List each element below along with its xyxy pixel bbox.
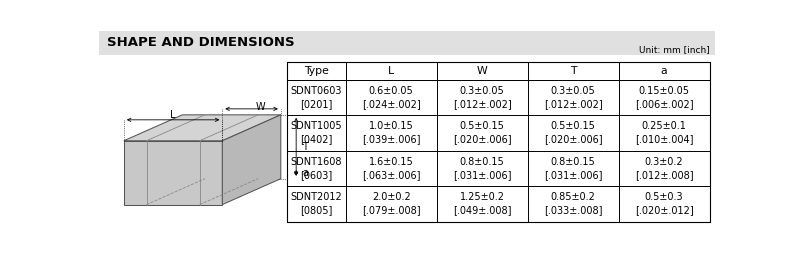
Text: SDNT1608: SDNT1608 <box>291 157 342 167</box>
Text: Type: Type <box>304 66 329 76</box>
Text: T: T <box>303 142 308 152</box>
Text: Unit: mm [inch]: Unit: mm [inch] <box>639 45 710 54</box>
Text: 1.0±0.15: 1.0±0.15 <box>368 121 414 131</box>
Text: [0201]: [0201] <box>300 99 333 109</box>
Text: 0.6±0.05: 0.6±0.05 <box>368 86 414 96</box>
Text: [0805]: [0805] <box>300 205 333 215</box>
Polygon shape <box>222 115 281 205</box>
Text: [.020±.006]: [.020±.006] <box>453 134 511 145</box>
Text: [.049±.008]: [.049±.008] <box>453 205 511 215</box>
Text: [0402]: [0402] <box>300 134 333 145</box>
Text: [.020±.006]: [.020±.006] <box>544 134 603 145</box>
Text: a: a <box>661 66 668 76</box>
Text: W: W <box>476 66 488 76</box>
Polygon shape <box>124 141 222 205</box>
Text: 2.0±0.2: 2.0±0.2 <box>372 192 410 202</box>
Text: [.031±.006]: [.031±.006] <box>544 170 603 180</box>
Text: [.006±.002]: [.006±.002] <box>635 99 693 109</box>
Text: 0.25±0.1: 0.25±0.1 <box>642 121 687 131</box>
Text: [.010±.004]: [.010±.004] <box>635 134 693 145</box>
Text: 0.85±0.2: 0.85±0.2 <box>551 192 596 202</box>
Text: [.020±.012]: [.020±.012] <box>634 205 693 215</box>
Text: 0.8±0.15: 0.8±0.15 <box>460 157 504 167</box>
Text: SDNT2012: SDNT2012 <box>291 192 342 202</box>
Text: 0.3±0.05: 0.3±0.05 <box>551 86 596 96</box>
Text: [.033±.008]: [.033±.008] <box>544 205 603 215</box>
Text: 0.15±0.05: 0.15±0.05 <box>638 86 690 96</box>
Text: 0.5±0.3: 0.5±0.3 <box>645 192 684 202</box>
Text: SHAPE AND DIMENSIONS: SHAPE AND DIMENSIONS <box>106 36 295 49</box>
Text: 0.3±0.2: 0.3±0.2 <box>645 157 684 167</box>
Text: [.063±.006]: [.063±.006] <box>362 170 420 180</box>
Text: W: W <box>256 102 265 112</box>
Text: 1.25±0.2: 1.25±0.2 <box>460 192 505 202</box>
Text: [.039±.006]: [.039±.006] <box>362 134 420 145</box>
Text: [.012±.002]: [.012±.002] <box>453 99 511 109</box>
Text: 1.6±0.15: 1.6±0.15 <box>368 157 414 167</box>
Text: T: T <box>570 66 576 76</box>
Bar <box>287 62 710 221</box>
Text: SDNT1005: SDNT1005 <box>291 121 342 131</box>
Text: 0.8±0.15: 0.8±0.15 <box>551 157 596 167</box>
Text: [.079±.008]: [.079±.008] <box>362 205 421 215</box>
Text: [0603]: [0603] <box>300 170 333 180</box>
Text: 0.5±0.15: 0.5±0.15 <box>551 121 596 131</box>
Text: L: L <box>171 110 175 120</box>
Text: a: a <box>303 168 308 178</box>
Text: L: L <box>388 66 394 76</box>
Text: [.024±.002]: [.024±.002] <box>362 99 421 109</box>
Polygon shape <box>124 115 281 141</box>
Text: [.031±.006]: [.031±.006] <box>453 170 511 180</box>
Text: SDNT0603: SDNT0603 <box>291 86 342 96</box>
Text: [.012±.008]: [.012±.008] <box>635 170 693 180</box>
Text: 0.3±0.05: 0.3±0.05 <box>460 86 504 96</box>
Text: 0.5±0.15: 0.5±0.15 <box>460 121 504 131</box>
Bar <box>99 31 715 55</box>
Text: [.012±.002]: [.012±.002] <box>544 99 603 109</box>
